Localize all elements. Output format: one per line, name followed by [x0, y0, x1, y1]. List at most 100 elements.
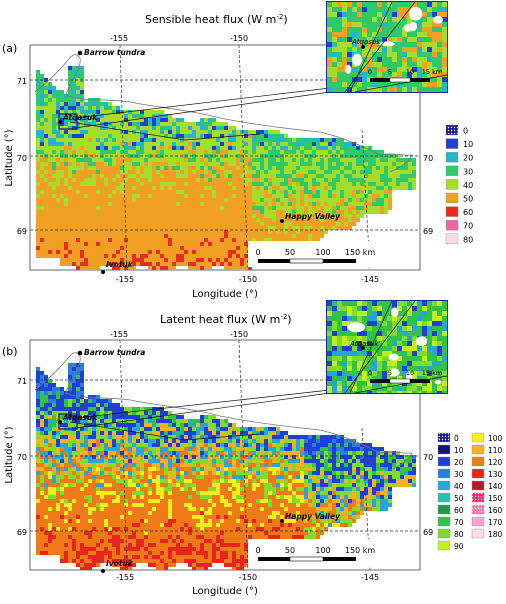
legend-b-swatch — [472, 493, 484, 502]
legend-a-label: 10 — [463, 140, 473, 149]
legend-a-label: 80 — [463, 235, 473, 244]
legend-b-label: 150 — [488, 494, 503, 503]
panel-a-lat-tick-2: 70 — [17, 154, 27, 163]
panel-a-inset-scale-0: 0 — [368, 68, 372, 76]
panel-b-lat-tick-2: 70 — [17, 453, 27, 462]
legend-b-label: 160 — [488, 506, 503, 515]
panel-b-lon-tick-2: -150 — [239, 573, 257, 582]
legend-b-swatch — [438, 505, 450, 514]
legend-a-swatch — [446, 220, 458, 230]
panel-b-atqasuk-marker — [58, 420, 62, 424]
panel-b-top-tick-1: -155 — [110, 330, 128, 339]
legend-a-label: 50 — [463, 195, 473, 204]
legend-b-label: 40 — [454, 482, 464, 491]
panel-b-inset-scale-15: 15 km — [422, 369, 442, 377]
legend-b-label: 0 — [454, 434, 459, 443]
panel-b-scalebar-50: 50 — [285, 546, 295, 555]
panel-a-top-tick-2: -150 — [230, 34, 248, 43]
legend-a-label: 30 — [463, 167, 473, 176]
legend-a-swatch — [446, 139, 458, 149]
legend-b-swatch — [472, 457, 484, 466]
panel-b-ylabel: Latitude (°) — [4, 426, 15, 483]
legend-b-label: 130 — [488, 470, 503, 479]
panel-a-barrow-marker — [78, 51, 83, 56]
legend-a-swatch — [446, 193, 458, 203]
panel-b-lon-tick-1: -155 — [116, 573, 134, 582]
legend-b-swatch — [438, 445, 450, 454]
panel-b-top-tick-2: -150 — [230, 330, 248, 339]
panel-a-ivotuk-marker — [101, 270, 105, 274]
panel-b-barrow-marker — [78, 351, 83, 356]
panel-b-rlat-tick-1: 70 — [423, 453, 433, 462]
panel-a-lat-tick-1: 71 — [17, 77, 27, 86]
legend-b-swatch — [438, 541, 450, 550]
legend-b-swatch — [438, 493, 450, 502]
panel-b-atqasuk-label: Atqasuk — [62, 413, 98, 422]
panel-a-inset: Atqasuk 0 5 10 15 km — [327, 2, 447, 92]
legend-b-label: 20 — [454, 458, 464, 467]
legend-b-swatch — [472, 445, 484, 454]
legend-b-swatch — [438, 433, 450, 442]
legend-b-label: 100 — [488, 434, 503, 443]
legend-b-label: 140 — [488, 482, 503, 491]
panel-b-scalebar-100: 100 — [315, 546, 330, 555]
legend-b-swatch — [438, 529, 450, 538]
legend-a-swatch — [446, 152, 458, 162]
panel-a-lon-tick-1: -155 — [116, 275, 134, 284]
panel-b-barrow-label: Barrow tundra — [84, 348, 145, 357]
panel-a-lon-tick-3: -145 — [361, 275, 379, 284]
panel-b-xlabel: Longitude (°) — [192, 586, 258, 597]
panel-a-inset-label: Atqasuk — [351, 38, 381, 46]
panel-a-happy-label: Happy Valley — [285, 212, 341, 221]
panel-a-ylabel: Latitude (°) — [4, 129, 15, 186]
panel-b-happy-label: Happy Valley — [285, 512, 341, 521]
panel-a-inset-scale-10: 10 — [406, 68, 414, 76]
legend-b-swatch — [472, 505, 484, 514]
legend-a-label: 70 — [463, 222, 473, 231]
legend-b-swatch — [438, 517, 450, 526]
panel-a-scalebar-50: 50 — [285, 248, 295, 257]
panel-b-rlat-tick-2: 69 — [423, 528, 433, 537]
panel-a-atqasuk-marker — [58, 120, 62, 124]
panel-b-lon-tick-3: -145 — [361, 573, 379, 582]
panel-a-lat-tick-3: 69 — [17, 227, 27, 236]
legend-b-label: 90 — [454, 542, 464, 551]
panel-b-ivotuk-label: Ivotuk — [106, 559, 134, 568]
panel-a-xlabel: Longitude (°) — [192, 289, 258, 300]
panel-b-scalebar-0: 0 — [255, 546, 260, 555]
panel-b-happy-marker — [280, 519, 284, 523]
legend-b-label: 10 — [454, 446, 464, 455]
panel-b-ivotuk-marker — [101, 569, 105, 573]
panel-a-top-tick-1: -155 — [110, 34, 128, 43]
panel-b-scalebar: 0 50 100 150 km — [248, 539, 398, 567]
legend-b-label: 80 — [454, 530, 464, 539]
legend-a-swatch — [446, 179, 458, 189]
legend-b-swatch — [438, 457, 450, 466]
panel-a-scalebar-100: 100 — [315, 248, 330, 257]
panel-a-atqasuk-label: Atqasuk — [62, 113, 98, 122]
legend-a-label: 60 — [463, 208, 473, 217]
panel-b-title: Latent heat flux (W m-2) — [160, 313, 292, 326]
panel-b-lat-tick-3: 69 — [17, 528, 27, 537]
legend-a-label: 0 — [463, 127, 468, 136]
panel-a: Sensible heat flux (W m-2) (a) -155 -150… — [2, 2, 473, 300]
legend-a-swatch — [446, 207, 458, 217]
legend-b-label: 110 — [488, 446, 503, 455]
panel-a-scalebar-150: 150 km — [345, 248, 375, 257]
panel-a-ivotuk-label: Ivotuk — [106, 260, 134, 269]
panel-a-title: Sensible heat flux (W m-2) — [145, 13, 288, 26]
legend-a-swatch — [446, 166, 458, 176]
legend-b-swatch — [438, 469, 450, 478]
legend-b-label: 30 — [454, 470, 464, 479]
legend-b-swatch — [472, 481, 484, 490]
legend-a-label: 20 — [463, 154, 473, 163]
panel-a-lon-tick-2: -150 — [239, 275, 257, 284]
panel-b-letter: (b) — [2, 345, 18, 358]
legend-a-swatch — [446, 234, 458, 244]
panel-b: Latent heat flux (W m-2) (b) -155 -150 -… — [2, 301, 503, 597]
legend-b-swatch — [472, 529, 484, 538]
panel-b-inset-scale-5: 5 — [388, 369, 392, 377]
panel-b-lat-tick-1: 71 — [17, 377, 27, 386]
